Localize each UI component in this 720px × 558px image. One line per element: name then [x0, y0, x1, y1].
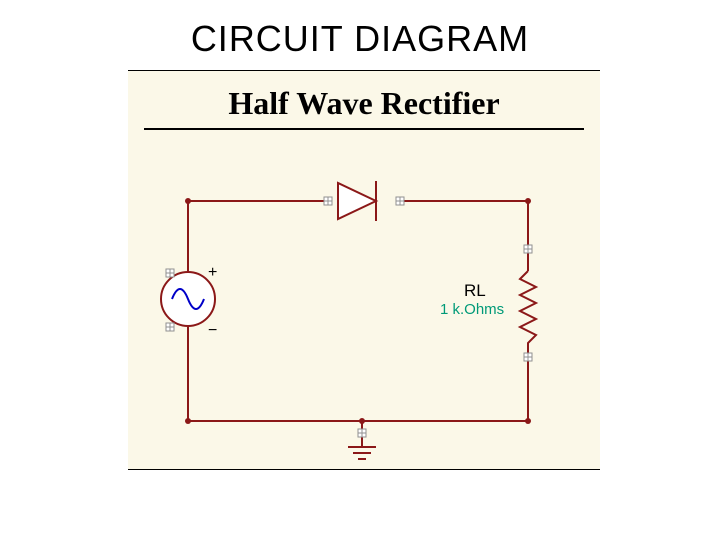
title-underline — [144, 128, 584, 130]
load-value-label: 1 k.Ohms — [440, 301, 504, 318]
page-title: CIRCUIT DIAGRAM — [0, 18, 720, 60]
ac-plus-label: + — [208, 264, 217, 282]
circuit-title: Half Wave Rectifier — [128, 71, 600, 122]
circuit-svg — [128, 161, 600, 461]
load-name-label: RL — [464, 281, 486, 301]
circuit-panel: Half Wave Rectifier — [128, 70, 600, 470]
ac-minus-label: − — [208, 322, 217, 340]
